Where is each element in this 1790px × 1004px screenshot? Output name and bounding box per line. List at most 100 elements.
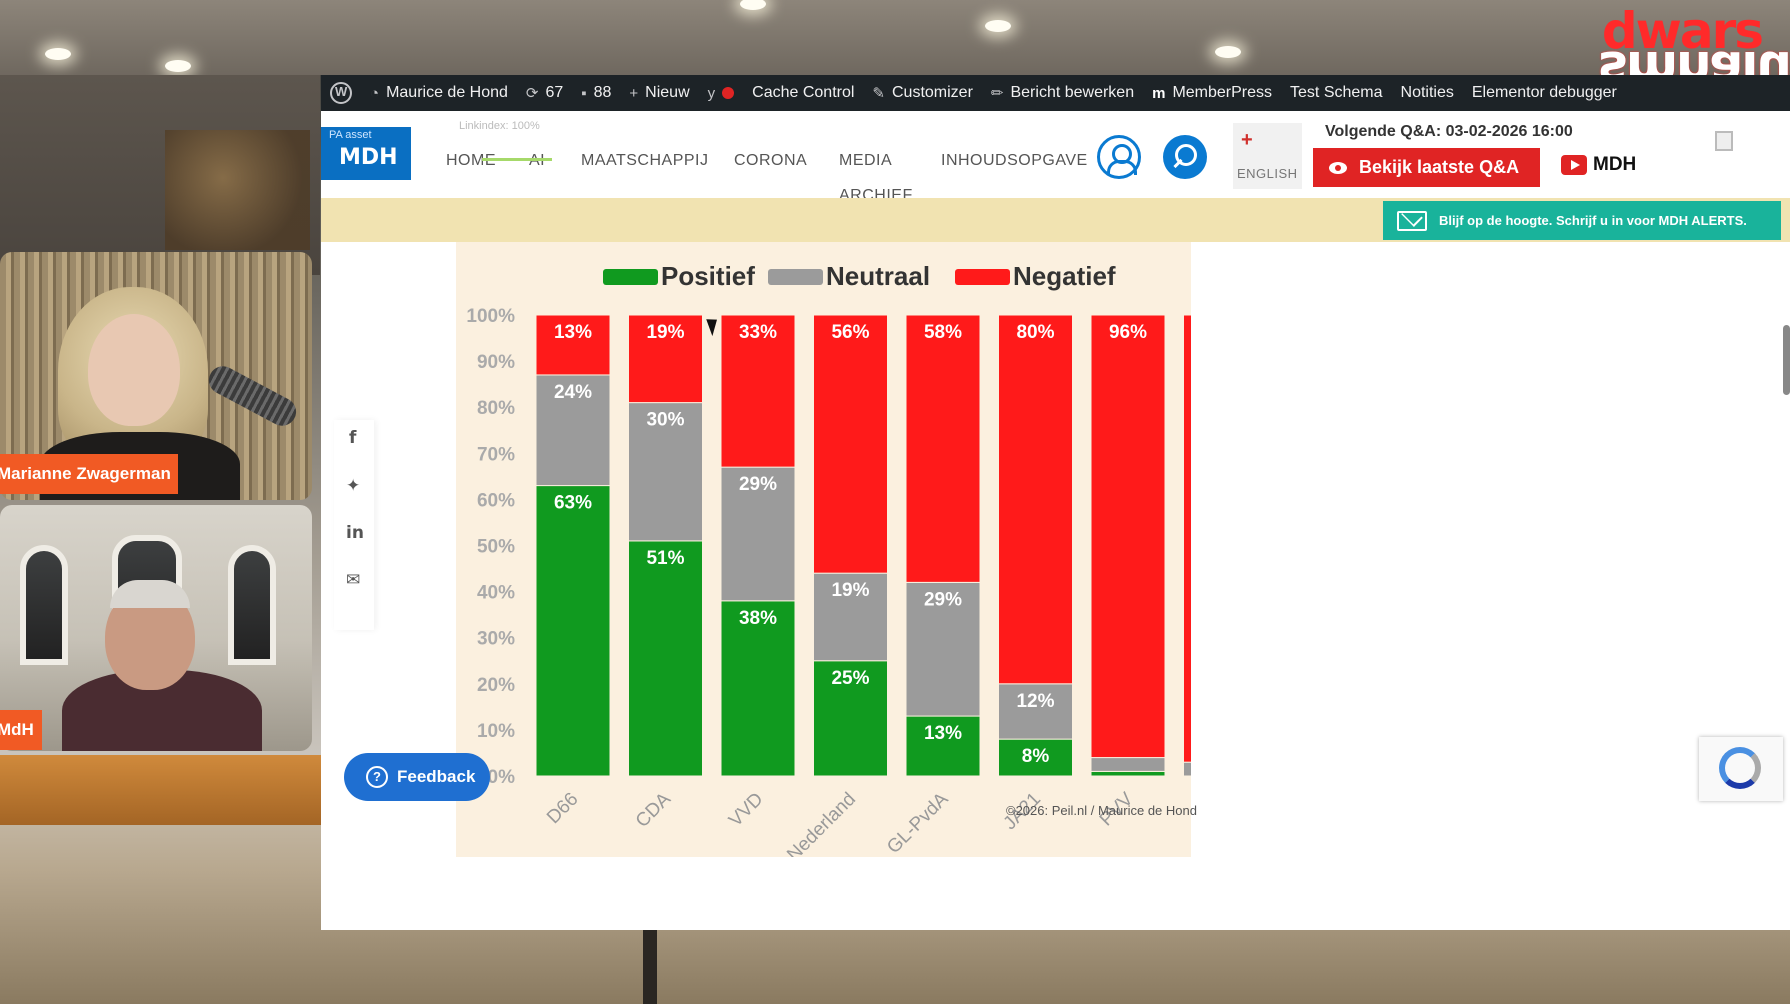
notes-link[interactable]: Notities bbox=[1392, 75, 1463, 111]
bar-segment-positief bbox=[905, 715, 981, 777]
yoast-menu[interactable]: y bbox=[699, 75, 744, 111]
nav-inhoudsopgave[interactable]: INHOUDSOPGAVE bbox=[941, 152, 1088, 169]
bar-segment-neutraal bbox=[1183, 761, 1191, 777]
ceiling-light bbox=[1215, 46, 1241, 58]
elementor-label: Elementor debugger bbox=[1471, 84, 1617, 101]
scrollbar-thumb[interactable] bbox=[1783, 325, 1790, 395]
customizer-link[interactable]: ✎ Customizer bbox=[863, 75, 981, 111]
data-label: 29% bbox=[924, 589, 962, 610]
x-tick-label: VVD bbox=[725, 789, 767, 831]
twitter-icon[interactable]: ✦ bbox=[346, 476, 361, 496]
x-tick-label: GL-PvdA bbox=[883, 788, 953, 857]
channel-logo: dwars smnaiu bbox=[1585, 2, 1790, 98]
bar-segment-positief bbox=[1090, 770, 1166, 777]
facebook-icon[interactable]: f bbox=[349, 428, 357, 448]
bar-segment-positief bbox=[720, 600, 796, 777]
channel-logo-top: dwars bbox=[1601, 2, 1764, 60]
data-label: 8% bbox=[1022, 746, 1050, 767]
cache-control-link[interactable]: Cache Control bbox=[743, 75, 863, 111]
feedback-button[interactable]: ? Feedback bbox=[344, 753, 490, 801]
data-label: 29% bbox=[739, 474, 777, 495]
nav-maatschappij[interactable]: MAATSCHAPPIJ bbox=[581, 152, 709, 169]
linkedin-icon[interactable]: in bbox=[346, 523, 364, 543]
memberpress-link[interactable]: m MemberPress bbox=[1143, 75, 1281, 111]
youtube-link[interactable]: MDH bbox=[1561, 154, 1636, 176]
alerts-text: Blijf op de hoogte. Schrijf u in voor MD… bbox=[1439, 213, 1747, 228]
y-tick-label: 40% bbox=[477, 583, 515, 604]
test-schema-link[interactable]: Test Schema bbox=[1281, 75, 1391, 111]
new-label: Nieuw bbox=[645, 84, 690, 101]
updates-count: 67 bbox=[545, 84, 564, 101]
youtube-label: MDH bbox=[1593, 154, 1637, 175]
legend-label-neutraal: Neutraal bbox=[826, 261, 930, 291]
host-hair bbox=[110, 580, 190, 608]
alerts-signup-button[interactable]: Blijf op de hoogte. Schrijf u in voor MD… bbox=[1383, 201, 1781, 240]
email-share-icon[interactable]: ✉ bbox=[346, 570, 361, 590]
recaptcha-badge[interactable] bbox=[1699, 737, 1783, 801]
question-icon: ? bbox=[366, 766, 388, 788]
data-label: 63% bbox=[554, 493, 592, 514]
studio-desk bbox=[0, 755, 330, 825]
legend-label-negatief: Negatief bbox=[1013, 261, 1116, 291]
legend-swatch-negatief bbox=[955, 269, 1010, 285]
data-label: 25% bbox=[831, 668, 869, 689]
schema-label: Test Schema bbox=[1290, 84, 1383, 101]
x-tick-label: CDA bbox=[632, 788, 675, 831]
language-label: ENGLISH bbox=[1237, 166, 1298, 181]
nav-media[interactable]: MEDIA bbox=[839, 152, 893, 169]
wp-admin-bar: ◔ Maurice de Hond ⟳ 67 ▪ 88 + Nieuw y Cache … bbox=[321, 75, 1790, 111]
data-label: 19% bbox=[831, 580, 869, 601]
participant-name-label: Marianne Zwagerman bbox=[0, 454, 178, 494]
bar-segment-negatief bbox=[1090, 314, 1166, 759]
data-label: 33% bbox=[739, 322, 777, 343]
yoast-icon: y bbox=[707, 84, 716, 102]
y-tick-label: 10% bbox=[477, 721, 515, 742]
y-tick-label: 20% bbox=[477, 675, 515, 696]
next-qa-text: Volgende Q&A: 03-02-2026 16:00 bbox=[1325, 123, 1573, 140]
bar-segment-negatief bbox=[720, 314, 796, 468]
elementor-debugger-link[interactable]: Elementor debugger bbox=[1463, 75, 1626, 111]
nav-active-indicator bbox=[482, 158, 552, 161]
language-switch[interactable]: + ENGLISH bbox=[1233, 123, 1302, 189]
updates-link[interactable]: ⟳ 67 bbox=[517, 75, 572, 111]
bar-segment-neutraal bbox=[535, 374, 611, 487]
data-label: 24% bbox=[554, 382, 592, 403]
bar-segment-negatief bbox=[905, 314, 981, 583]
notes-label: Notities bbox=[1400, 84, 1454, 101]
search-button[interactable] bbox=[1163, 135, 1207, 179]
watch-latest-qa-button[interactable]: Bekijk laatste Q&A bbox=[1313, 148, 1540, 187]
new-content-link[interactable]: + Nieuw bbox=[620, 75, 698, 111]
comments-link[interactable]: ▪ 88 bbox=[572, 75, 620, 111]
account-icon[interactable] bbox=[1715, 131, 1733, 151]
nav-ai[interactable]: AI bbox=[529, 152, 545, 170]
nav-home[interactable]: HOME bbox=[446, 152, 496, 169]
edit-post-link[interactable]: ✏ Bericht bewerken bbox=[982, 75, 1143, 111]
ceiling-light bbox=[165, 60, 191, 72]
mdh-logo[interactable]: PA asset MDH bbox=[321, 127, 411, 180]
profile-button[interactable] bbox=[1097, 135, 1141, 179]
english-flag-icon: + bbox=[1241, 129, 1253, 151]
pencil-icon: ✏ bbox=[990, 85, 1004, 102]
mail-icon bbox=[1397, 210, 1427, 231]
youtube-icon bbox=[1561, 155, 1587, 175]
logo-text: MDH bbox=[339, 145, 398, 170]
ceiling-light bbox=[985, 20, 1011, 32]
video-tile-mdh bbox=[0, 505, 312, 751]
x-tick-label: D66 bbox=[543, 789, 582, 828]
y-tick-label: 30% bbox=[477, 629, 515, 650]
wordpress-icon bbox=[330, 82, 352, 104]
participant-name-label: MdH bbox=[0, 710, 42, 750]
site-name-link[interactable]: ◔ Maurice de Hond bbox=[361, 75, 517, 111]
eye-icon bbox=[1329, 161, 1347, 174]
bar-segment-neutraal bbox=[628, 402, 703, 542]
bar-segment-positief bbox=[628, 540, 703, 777]
y-tick-label: 80% bbox=[477, 398, 515, 419]
desk-leg bbox=[643, 930, 657, 1004]
bar-segment-neutraal bbox=[1090, 757, 1166, 772]
legend-swatch-neutraal bbox=[768, 269, 823, 285]
background-window bbox=[228, 545, 276, 665]
ceiling-light bbox=[45, 48, 71, 60]
data-label: 13% bbox=[924, 723, 962, 744]
nav-corona[interactable]: CORONA bbox=[734, 152, 808, 169]
wp-logo-menu[interactable] bbox=[321, 75, 361, 111]
